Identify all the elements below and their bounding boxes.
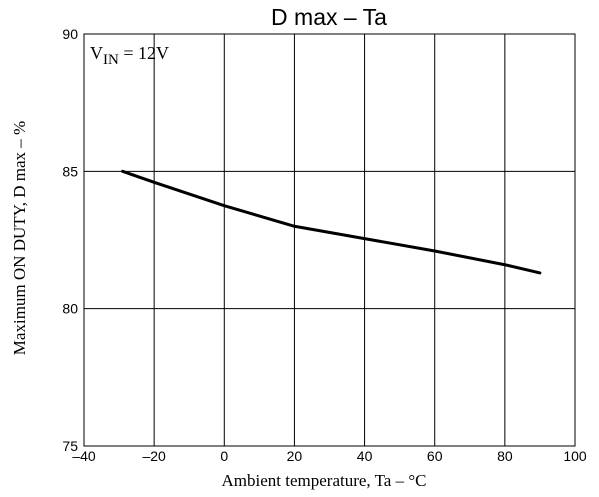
- x-tick-label: 80: [497, 448, 513, 464]
- x-tick-label: 20: [287, 448, 303, 464]
- x-tick-label: 0: [220, 448, 228, 464]
- y-tick-label: 80: [62, 301, 78, 317]
- y-tick-label: 75: [62, 438, 78, 454]
- gridlines: [84, 34, 575, 446]
- x-tick-label: 40: [357, 448, 373, 464]
- y-axis-label: Maximum ON DUTY, D max – %: [10, 121, 29, 355]
- x-tick-label: –20: [142, 448, 166, 464]
- plot-area: [83, 33, 576, 447]
- annotation-subscript: IN: [103, 52, 119, 68]
- x-tick-label: 60: [427, 448, 443, 464]
- chart-title: D max – Ta: [271, 4, 387, 30]
- x-axis-ticks: –40 –20 0 20 40 60 80 100: [72, 448, 587, 464]
- series-line: [121, 169, 542, 275]
- x-axis-label: Ambient temperature, Ta – °C: [222, 471, 427, 490]
- vin-annotation: VIN = 12V: [90, 43, 169, 68]
- annotation-rest: = 12V: [119, 43, 169, 63]
- y-tick-label: 85: [62, 163, 78, 179]
- x-tick-label: –40: [72, 448, 96, 464]
- annotation-base: V: [90, 43, 103, 63]
- x-tick-label: 100: [563, 448, 587, 464]
- y-tick-label: 90: [62, 26, 78, 42]
- series-layer: [121, 169, 542, 275]
- y-axis-ticks: 75 80 85 90: [62, 26, 78, 454]
- plot-frame: [83, 33, 576, 447]
